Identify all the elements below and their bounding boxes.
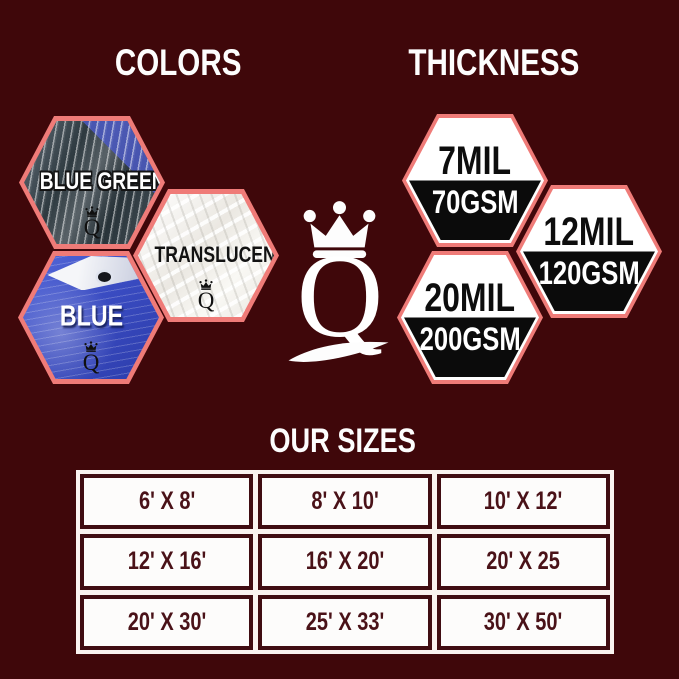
blue-green-tarp-texture: BLUE GREEN Q bbox=[24, 121, 160, 244]
colors-title-text: COLORS bbox=[114, 42, 242, 83]
grommet-icon bbox=[97, 271, 111, 282]
brand-letter: Q bbox=[197, 287, 215, 313]
sizes-title-text: OUR SIZES bbox=[269, 422, 417, 460]
thickness-section-title: THICKNESS bbox=[374, 44, 614, 81]
color-swatch-blue-green: BLUE GREEN Q bbox=[19, 116, 165, 249]
thickness-badge-12mil: 12MIL 120GSM bbox=[516, 185, 662, 318]
size-cell: 10' X 12' bbox=[436, 474, 610, 530]
brand-mini-logo: Q bbox=[24, 206, 160, 239]
size-cell: 30' X 50' bbox=[436, 594, 610, 650]
mil-value: 20MIL bbox=[424, 275, 516, 320]
size-cell: 20' X 25 bbox=[436, 534, 610, 590]
gsm-value: 70GSM bbox=[431, 183, 519, 220]
thickness-badge-7mil: 7MIL 70GSM bbox=[402, 114, 548, 247]
thickness-title-text: THICKNESS bbox=[408, 42, 580, 83]
colors-section-title: COLORS bbox=[58, 44, 298, 81]
brand-letter: Q bbox=[83, 214, 101, 240]
size-cell: 8' X 10' bbox=[258, 474, 432, 530]
sizes-table: 6' X 8' 8' X 10' 10' X 12' 12' X 16' 16'… bbox=[76, 470, 614, 654]
translucent-tarp-texture: TRANSLUCENT Q bbox=[138, 194, 274, 317]
mil-value: 7MIL bbox=[438, 138, 512, 183]
swoosh-underline bbox=[288, 341, 389, 362]
color-swatch-label: BLUE bbox=[59, 299, 123, 332]
mil-value: 12MIL bbox=[543, 209, 635, 254]
brand-mini-logo: Q bbox=[23, 341, 159, 374]
brand-letter: Q bbox=[82, 349, 100, 375]
gsm-value: 120GSM bbox=[538, 254, 640, 291]
size-cell: 6' X 8' bbox=[80, 474, 254, 530]
thickness-badge-20mil: 20MIL 200GSM bbox=[397, 251, 543, 384]
size-cell: 12' X 16' bbox=[80, 534, 254, 590]
size-cell: 25' X 33' bbox=[258, 594, 432, 650]
blue-tarp-texture: BLUE Q bbox=[23, 256, 159, 379]
size-cell: 20' X 30' bbox=[80, 594, 254, 650]
color-swatch-label: BLUE GREEN bbox=[39, 167, 160, 195]
color-swatch-label: TRANSLUCENT bbox=[154, 241, 275, 267]
brand-letter: Q bbox=[296, 229, 384, 362]
gsm-value: 200GSM bbox=[419, 320, 521, 357]
sizes-section-title: OUR SIZES bbox=[223, 424, 463, 458]
color-swatch-translucent: TRANSLUCENT Q bbox=[133, 189, 279, 322]
brand-mini-logo: Q bbox=[138, 279, 274, 312]
brand-logo: Q bbox=[260, 196, 420, 386]
size-cell: 16' X 20' bbox=[258, 534, 432, 590]
